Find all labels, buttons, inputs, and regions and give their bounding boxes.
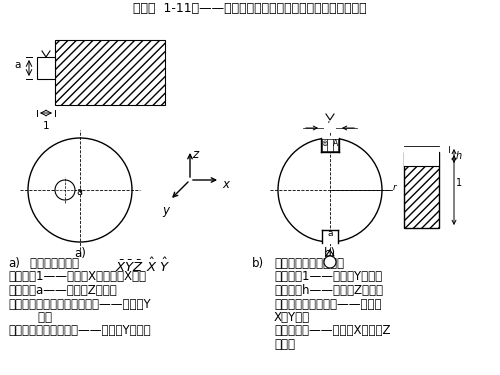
Text: b): b): [252, 257, 264, 270]
Text: h: h: [456, 151, 462, 161]
Circle shape: [324, 256, 336, 268]
Text: a): a): [74, 247, 86, 260]
Text: 保证尺寸1——限制沿X移动；绕X转动: 保证尺寸1——限制沿X移动；绕X转动: [8, 270, 146, 284]
Text: a): a): [8, 257, 20, 270]
Text: a: a: [327, 230, 333, 238]
Text: 保证孔轴线通过外圆轴线平面——限制沿Y: 保证孔轴线通过外圆轴线平面——限制沿Y: [8, 297, 150, 310]
Text: 1: 1: [456, 178, 462, 188]
Text: b): b): [324, 247, 336, 260]
Text: 转动；: 转动；: [274, 338, 295, 351]
Text: 保证尺寸1——限制沿Y移动；: 保证尺寸1——限制沿Y移动；: [274, 270, 382, 284]
Text: 第一章  1-11题——确定加工图示待加工表面应限制的自由度数: 第一章 1-11题——确定加工图示待加工表面应限制的自由度数: [133, 2, 367, 15]
Text: x: x: [222, 178, 229, 191]
Text: 移动: 移动: [8, 311, 52, 324]
Text: $\bar{X}\bar{Y}\bar{Z}\ \hat{X}\ \hat{Y}$: $\bar{X}\bar{Y}\bar{Z}\ \hat{X}\ \hat{Y}…: [115, 257, 170, 275]
Bar: [37, 57, 55, 79]
Text: r: r: [393, 183, 397, 192]
Text: b: b: [327, 120, 333, 129]
Text: 保证槽底与轴线平行——限制绕: 保证槽底与轴线平行——限制绕: [274, 297, 382, 310]
Bar: [321, 136, 339, 152]
Bar: [55, 40, 165, 105]
Circle shape: [55, 180, 75, 200]
Circle shape: [278, 138, 382, 242]
Text: a: a: [76, 187, 82, 197]
Text: 1: 1: [42, 121, 50, 131]
Text: 保证尺寸a——限制沿Z移动；: 保证尺寸a——限制沿Z移动；: [8, 284, 117, 297]
Bar: [55, 40, 165, 105]
Text: 保证尺寸h——限制沿Z移动；: 保证尺寸h——限制沿Z移动；: [274, 284, 383, 297]
Bar: [404, 152, 439, 228]
Text: 六个自由度都必须限制: 六个自由度都必须限制: [274, 257, 344, 270]
Text: 保证对称度——限制沿X移动和Z: 保证对称度——限制沿X移动和Z: [274, 324, 390, 338]
Text: ⊜: ⊜: [322, 138, 328, 147]
Text: a: a: [14, 60, 21, 70]
Bar: [404, 150, 439, 166]
Text: X，Y转动: X，Y转动: [274, 311, 310, 324]
Circle shape: [28, 138, 132, 242]
Bar: [404, 152, 439, 228]
Text: z: z: [192, 148, 198, 161]
Text: A: A: [332, 138, 338, 147]
Text: A: A: [327, 255, 333, 264]
Text: y: y: [162, 204, 169, 217]
Bar: [324, 123, 336, 133]
Text: 保证孔轴线与底面垂直——限制绕Y转动。: 保证孔轴线与底面垂直——限制绕Y转动。: [8, 324, 150, 338]
Bar: [322, 230, 338, 244]
Text: 限制五个自由度: 限制五个自由度: [30, 257, 86, 270]
